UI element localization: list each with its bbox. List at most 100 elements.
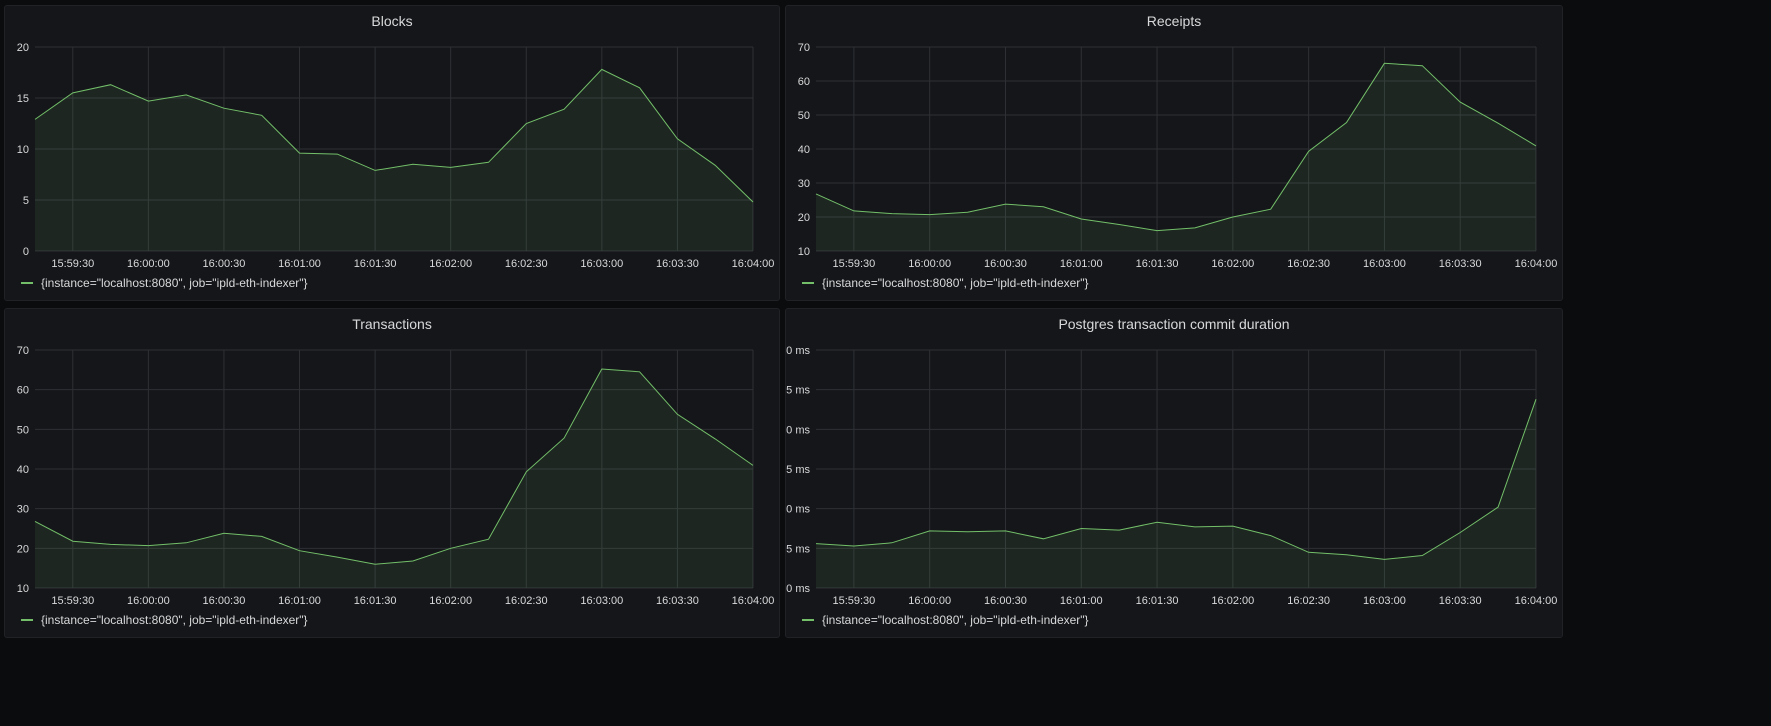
data-point: [298, 550, 300, 552]
y-tick-label: 40: [17, 464, 29, 476]
data-point: [1042, 206, 1044, 208]
data-point: [601, 368, 603, 370]
data-point: [525, 471, 527, 473]
data-point: [1421, 554, 1423, 556]
y-tick-label: 20: [17, 543, 29, 555]
y-tick-label: 50: [798, 110, 810, 122]
data-point: [1232, 216, 1234, 218]
data-point: [1383, 558, 1385, 560]
panel-title[interactable]: Postgres transaction commit duration: [1058, 316, 1290, 332]
y-tick-label: 10.0 ms: [786, 504, 810, 516]
y-tick-label: 15: [17, 93, 29, 105]
legend-line-icon: [802, 619, 814, 621]
x-tick-label: 16:00:30: [984, 595, 1027, 607]
legend-series-label[interactable]: {instance="localhost:8080", job="ipld-et…: [41, 613, 308, 627]
data-point: [298, 152, 300, 154]
data-point: [336, 153, 338, 155]
panel-postgres-commit-duration[interactable]: Postgres transaction commit duration 5.0…: [785, 308, 1563, 638]
panel-title[interactable]: Receipts: [1146, 13, 1202, 29]
data-point: [563, 108, 565, 110]
x-tick-label: 16:03:00: [1363, 258, 1406, 270]
data-point: [891, 212, 893, 214]
panel-blocks[interactable]: Blocks 0 5 10 15 20 15:59:30 16:00:00 16:00:30 1…: [4, 5, 780, 301]
series-area: [816, 63, 1536, 251]
data-point: [853, 545, 855, 547]
x-tick-label: 16:01:30: [354, 595, 397, 607]
data-point: [638, 371, 640, 373]
y-tick-label: 70: [17, 345, 29, 357]
data-point: [223, 532, 225, 534]
data-point: [563, 437, 565, 439]
y-tick-label: 20.0 ms: [786, 345, 810, 357]
x-tick-label: 16:04:00: [1515, 258, 1558, 270]
chart-receipts: 10 20 30 40 50 60 70 15:59:30 16:00:00 16:00:30 16…: [798, 42, 1558, 270]
data-point: [1118, 223, 1120, 225]
x-tick-label: 16:02:30: [505, 595, 548, 607]
y-tick-label: 60: [798, 76, 810, 88]
data-point: [1156, 521, 1158, 523]
data-point: [34, 520, 36, 522]
data-point: [525, 122, 527, 124]
y-tick-label: 30: [798, 178, 810, 190]
series-line: [34, 368, 754, 565]
series-area: [816, 399, 1536, 588]
legend[interactable]: {instance="localhost:8080", job="ipld-et…: [21, 613, 308, 627]
x-tick-label: 16:02:00: [429, 595, 472, 607]
legend-series-label[interactable]: {instance="localhost:8080", job="ipld-et…: [822, 276, 1089, 290]
y-tick-label: 40: [798, 144, 810, 156]
data-point: [1535, 145, 1537, 147]
x-tick-label: 16:00:00: [908, 595, 951, 607]
data-point: [714, 438, 716, 440]
y-tick-label: 10: [798, 246, 810, 258]
data-point: [928, 530, 930, 532]
data-point: [815, 542, 817, 544]
x-tick-label: 16:00:30: [203, 258, 246, 270]
data-point: [261, 114, 263, 116]
y-tick-label: 50: [17, 424, 29, 436]
panel-title[interactable]: Transactions: [352, 316, 432, 332]
chart-transactions: 10 20 30 40 50 60 70 15:59:30 16:00:00 16:00:30 16…: [17, 345, 775, 607]
y-tick-label: 5.0 ms: [786, 583, 810, 595]
data-point: [185, 94, 187, 96]
data-point: [752, 201, 754, 203]
data-point: [34, 118, 36, 120]
data-point: [1345, 121, 1347, 123]
x-tick-label: 16:03:30: [656, 595, 699, 607]
x-tick-label: 16:00:00: [908, 258, 951, 270]
y-tick-label: 15.0 ms: [786, 424, 810, 436]
x-tick-label: 16:00:30: [203, 595, 246, 607]
data-point: [1459, 101, 1461, 103]
series-line: [815, 399, 1537, 560]
x-tick-label: 15:59:30: [51, 595, 94, 607]
data-point: [1118, 529, 1120, 531]
legend-line-icon: [21, 282, 33, 284]
data-point: [1004, 530, 1006, 532]
legend[interactable]: {instance="localhost:8080", job="ipld-et…: [802, 613, 1089, 627]
data-point: [374, 169, 376, 171]
data-point: [449, 166, 451, 168]
data-point: [1459, 531, 1461, 533]
data-point: [1080, 527, 1082, 529]
panel-receipts[interactable]: Receipts 10 20 30 40 50 60 70 15:59:30 16:00:00 1…: [785, 5, 1563, 301]
data-point: [72, 540, 74, 542]
data-point: [412, 560, 414, 562]
data-point: [1194, 526, 1196, 528]
legend-series-label[interactable]: {instance="localhost:8080", job="ipld-et…: [822, 613, 1089, 627]
panel-transactions[interactable]: Transactions 10 20 30 40 50 60 70 15:59:30 16:00…: [4, 308, 780, 638]
data-point: [449, 547, 451, 549]
data-point: [1004, 203, 1006, 205]
data-point: [336, 556, 338, 558]
y-tick-label: 20: [798, 212, 810, 224]
y-tick-label: 0: [23, 246, 29, 258]
x-tick-label: 16:02:30: [1287, 595, 1330, 607]
data-point: [1307, 150, 1309, 152]
data-point: [1194, 227, 1196, 229]
data-point: [487, 161, 489, 163]
data-point: [1270, 208, 1272, 210]
legend[interactable]: {instance="localhost:8080", job="ipld-et…: [21, 276, 308, 290]
legend[interactable]: {instance="localhost:8080", job="ipld-et…: [802, 276, 1089, 290]
panel-title[interactable]: Blocks: [371, 13, 413, 29]
legend-series-label[interactable]: {instance="localhost:8080", job="ipld-et…: [41, 276, 308, 290]
x-tick-label: 16:03:00: [1363, 595, 1406, 607]
x-tick-label: 15:59:30: [51, 258, 94, 270]
